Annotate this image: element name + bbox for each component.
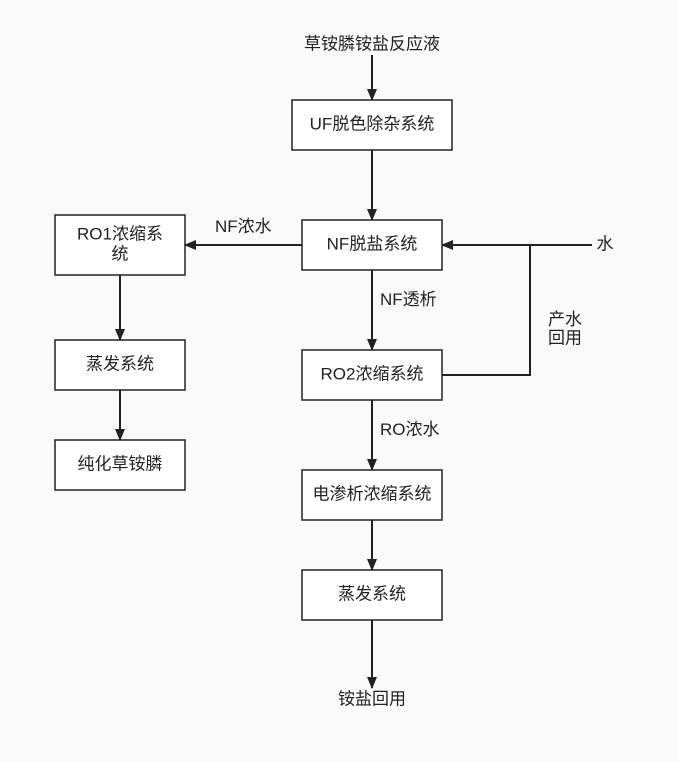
node-start: 草铵膦铵盐反应液 <box>304 34 440 53</box>
node-evap2: 蒸发系统 <box>302 570 442 620</box>
node-ro1: RO1浓缩系统 <box>55 215 185 275</box>
node-label: 电渗析浓缩系统 <box>313 484 432 503</box>
node-nf: NF脱盐系统 <box>302 220 442 270</box>
node-label: RO1浓缩系 <box>77 225 163 244</box>
node-label: RO2浓缩系统 <box>321 364 424 383</box>
node-ed: 电渗析浓缩系统 <box>302 470 442 520</box>
node-label: UF脱色除杂系统 <box>310 114 435 133</box>
edge-label: NF透析 <box>380 290 437 309</box>
edge-label: RO浓水 <box>380 420 440 439</box>
edge-label: 回用 <box>548 329 582 348</box>
node-label: 蒸发系统 <box>338 584 406 603</box>
node-evap1: 蒸发系统 <box>55 340 185 390</box>
edge-e11 <box>442 245 530 375</box>
flowchart-diagram: 草铵膦铵盐反应液UF脱色除杂系统NF脱盐系统RO2浓缩系统电渗析浓缩系统蒸发系统… <box>0 0 678 762</box>
node-label: 统 <box>112 244 129 263</box>
node-pure: 纯化草铵膦 <box>55 440 185 490</box>
node-label: 纯化草铵膦 <box>78 454 163 473</box>
node-uf: UF脱色除杂系统 <box>292 100 452 150</box>
edge-label: 产水 <box>548 310 582 329</box>
node-label: 蒸发系统 <box>86 354 154 373</box>
node-ro2: RO2浓缩系统 <box>302 350 442 400</box>
node-end2: 铵盐回用 <box>338 689 406 708</box>
node-water: 水 <box>597 234 614 253</box>
node-label: NF脱盐系统 <box>327 234 418 253</box>
edge-label: NF浓水 <box>215 217 272 236</box>
